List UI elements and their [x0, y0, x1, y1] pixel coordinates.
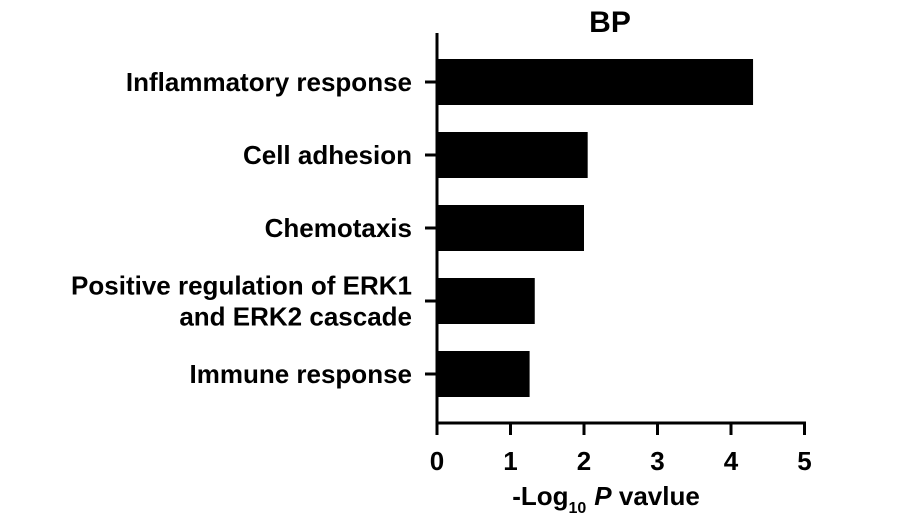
category-label: Chemotaxis [265, 213, 412, 243]
x-axis-label-prefix: -Log [512, 481, 568, 511]
bar [437, 205, 584, 251]
category-label-line: and ERK2 cascade [179, 302, 412, 332]
bar [437, 351, 530, 397]
x-axis-label: -Log10 P vavlue [512, 481, 700, 517]
x-tick-label: 5 [797, 446, 811, 476]
x-tick-label: 0 [430, 446, 444, 476]
category-label-line: Cell adhesion [243, 140, 412, 170]
category-label-line: Chemotaxis [265, 213, 412, 243]
x-tick-label: 2 [577, 446, 591, 476]
x-tick-label: 1 [503, 446, 517, 476]
x-axis-label-subscript: 10 [569, 500, 587, 517]
x-axis-label-italic: P [594, 481, 612, 511]
x-tick-label: 3 [650, 446, 664, 476]
category-label-line: Inflammatory response [126, 67, 412, 97]
bar [437, 59, 754, 105]
bar [437, 278, 535, 324]
category-label-line: Positive regulation of ERK1 [71, 271, 412, 301]
category-label: Cell adhesion [243, 140, 412, 170]
chart-title: BP [589, 6, 631, 39]
x-axis-label-suffix: vavlue [612, 481, 700, 511]
x-tick-label: 4 [724, 446, 739, 476]
category-labels: Inflammatory response Cell adhesion Chemot… [71, 67, 412, 389]
category-label-line: Immune response [189, 359, 412, 389]
bars [437, 59, 754, 397]
bar [437, 132, 588, 178]
category-label: Positive regulation of ERK1 and ERK2 casc… [71, 271, 412, 332]
category-label: Immune response [189, 359, 412, 389]
x-tick-labels: 0 1 2 3 4 5 [430, 446, 812, 476]
category-label: Inflammatory response [126, 67, 412, 97]
